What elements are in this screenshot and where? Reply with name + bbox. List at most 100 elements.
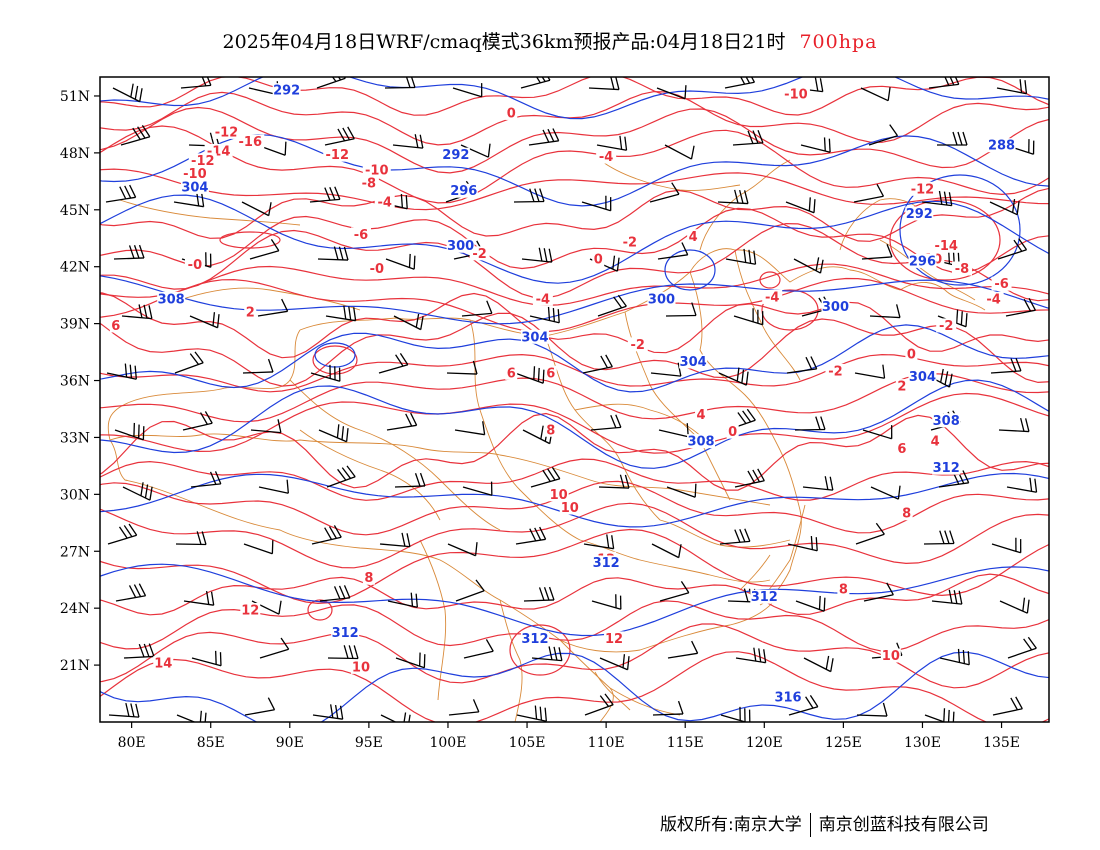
temperature-contour-label: 6 [507,366,516,381]
wind-barb-feather [209,471,217,485]
wind-barb [523,586,555,602]
wind-barb [258,479,289,494]
wind-barb-feather [540,425,544,440]
wind-barb-feather [148,305,153,319]
contour-label-bg [627,337,648,352]
wind-barb-feather [557,309,560,323]
wind-barb [189,312,220,329]
wind-barb-feather [611,535,615,549]
wind-barb [173,192,205,208]
wind-barb [581,195,612,212]
wind-barb-feather [402,712,407,722]
wind-barb-feather [612,255,616,270]
wind-barb-feather [1025,418,1030,432]
wind-barb-feather [329,186,336,201]
wind-barb [659,580,690,602]
wind-barb-feather [196,531,202,545]
wind-barb [521,247,553,263]
wind-barb-feather [410,77,416,88]
wind-barb-feather [332,77,342,81]
wind-barb-feather [353,307,357,321]
wind-barb [386,412,418,431]
wind-barb-feather [529,528,537,542]
wind-barb-feather [739,189,744,204]
wind-barb-feather [957,648,961,663]
wind-barb [106,363,137,380]
wind-barb-feather [752,130,759,144]
map-plot-area [100,77,1049,722]
wind-barb-feather [419,472,426,487]
contour-label-bg [619,234,640,249]
wind-barb-feather [333,246,339,260]
wind-barb-feather [189,353,200,365]
wind-barb [719,528,751,545]
contour-label-bg [908,253,937,268]
geopotential-closed-contour [664,249,716,291]
wind-barb-feather [952,77,960,85]
wind-barb-feather [347,126,355,140]
contour-label-bg [153,656,174,671]
wind-barb-staff [667,652,698,659]
wind-barb-feather [420,316,424,330]
wind-barb-feather [336,424,340,438]
wind-barb-staff [861,256,892,260]
wind-barb-feather [141,124,151,138]
wind-barb-feather [1023,298,1032,312]
wind-barb-feather [418,652,421,667]
wind-barb-feather [741,369,745,384]
wind-barb-feather [829,476,834,491]
wind-barb-feather [214,471,222,485]
wind-barb-feather [1010,697,1019,711]
wind-barb-feather [828,138,831,153]
contour-label-bg [188,153,217,168]
geopotential-contour-label: 300 [648,292,675,307]
wind-barb-feather [823,597,826,612]
wind-barb [324,126,355,146]
wind-barb [513,188,545,203]
wind-barb [793,257,824,274]
geopotential-contour-label: 312 [332,626,359,641]
contour-label-bg [932,460,961,475]
wind-barb-staff [794,428,826,431]
wind-barb-feather [819,259,824,274]
wind-barb-feather [1015,537,1017,552]
wind-barb-feather [753,647,757,662]
geopotential-contour-label: 312 [751,590,778,605]
wind-barb [855,522,885,545]
wind-barb [997,238,1028,260]
wind-barb-feather [405,195,408,209]
contour-label-bg [532,291,553,306]
wind-barb [667,640,699,659]
wind-barb-feather [1019,79,1023,93]
temperature-contour-label: -4 [986,292,1000,307]
temperature-isotherm [100,392,1049,454]
wind-barb [725,248,757,265]
wind-barb-staff [581,201,611,212]
lon-tick-label: 135E [983,735,1020,751]
wind-barb [180,77,212,89]
wind-barb-feather [944,530,950,544]
wind-barb-feather [271,540,274,554]
wind-barb-feather [762,311,764,325]
wind-barb [115,583,147,602]
contour-label-bg [180,166,209,181]
wind-barb-staff [651,543,680,559]
wind-barb-feather [943,708,946,722]
contour-label-bg [212,124,241,139]
wind-barb-feather [139,88,143,102]
wind-barb [385,253,416,270]
wind-barb-staff [863,594,894,602]
wind-barb-feather [757,129,764,144]
contour-label-bg [905,346,918,361]
wind-barb-feather [1015,696,1023,710]
geopotential-contour-label: 296 [450,184,477,199]
wind-barb-staff [514,372,544,384]
wind-barb [787,536,818,552]
wind-barb-feather [128,245,135,259]
contour-label-bg [929,434,942,449]
contour-label-bg [358,176,379,191]
temperature-contour-label: -0 [188,258,202,273]
wind-barb-feather [419,134,424,149]
wind-barb-feather [268,202,272,216]
wind-barb-feather [212,312,216,326]
